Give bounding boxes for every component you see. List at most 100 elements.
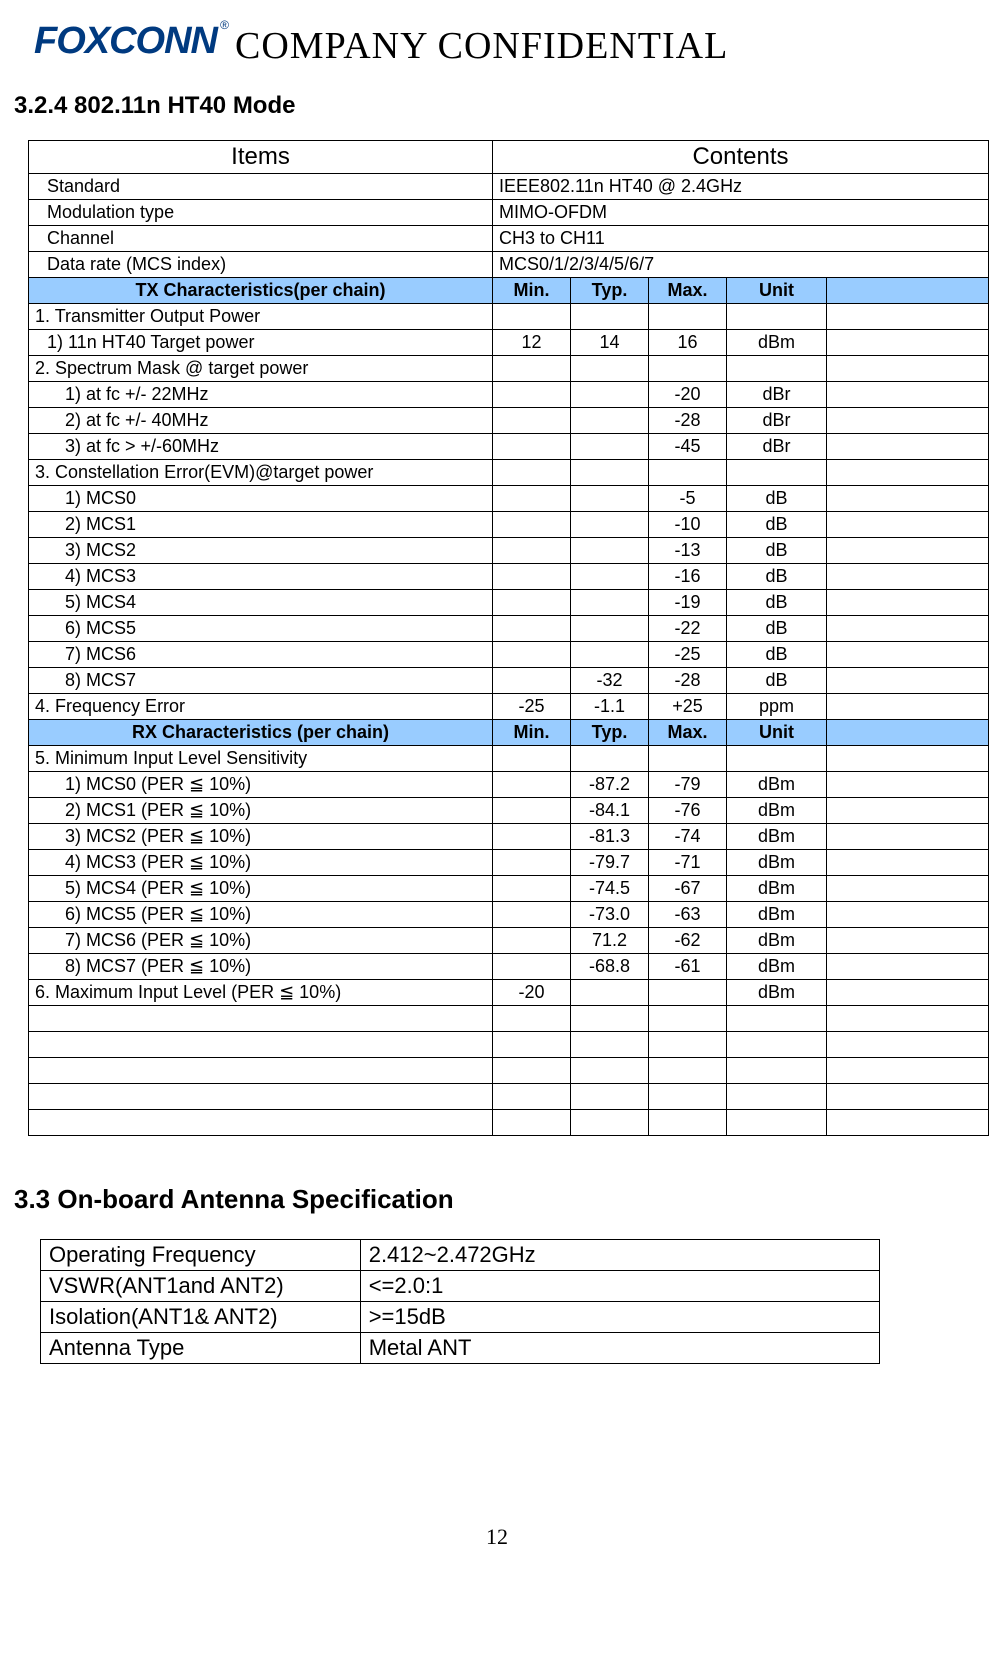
tx-row-typ: -32 <box>571 668 649 694</box>
tx-row-max: -10 <box>649 512 727 538</box>
tx-row-label: 3. Constellation Error(EVM)@target power <box>29 460 493 486</box>
rx-row-unit: dBm <box>727 824 827 850</box>
blank-cell <box>571 1006 649 1032</box>
rx-row-blank <box>827 798 989 824</box>
blank-cell <box>29 1006 493 1032</box>
rx-row-min: -20 <box>493 980 571 1006</box>
blank-cell <box>571 1032 649 1058</box>
tx-row-typ <box>571 382 649 408</box>
rx-row-blank <box>827 876 989 902</box>
tx-row-label: 5) MCS4 <box>29 590 493 616</box>
info-value: MIMO-OFDM <box>493 200 989 226</box>
confidential-label: COMPANY CONFIDENTIAL <box>235 24 728 68</box>
info-label: Data rate (MCS index) <box>29 252 493 278</box>
rx-row-max <box>649 980 727 1006</box>
tx-row-blank <box>827 564 989 590</box>
blank-cell <box>827 1006 989 1032</box>
tx-row-blank <box>827 434 989 460</box>
tx-row-label: 2) at fc +/- 40MHz <box>29 408 493 434</box>
tx-row-typ <box>571 486 649 512</box>
tx-row-unit: dBr <box>727 434 827 460</box>
rx-header-label: RX Characteristics (per chain) <box>29 720 493 746</box>
tx-row-unit: dBm <box>727 330 827 356</box>
rx-row-max: -67 <box>649 876 727 902</box>
rx-row-label: 6) MCS5 (PER ≦ 10%) <box>29 902 493 928</box>
rx-row-max: -74 <box>649 824 727 850</box>
tx-row-blank <box>827 408 989 434</box>
rx-row-blank <box>827 746 989 772</box>
blank-cell <box>571 1058 649 1084</box>
rx-row-blank <box>827 850 989 876</box>
tx-row-label: 6) MCS5 <box>29 616 493 642</box>
rx-row-blank <box>827 772 989 798</box>
tx-row-blank <box>827 382 989 408</box>
tx-row-max <box>649 304 727 330</box>
tx-row-min <box>493 538 571 564</box>
tx-row-min <box>493 486 571 512</box>
tx-row-max: -16 <box>649 564 727 590</box>
page-header: FOXCONN ® COMPANY CONFIDENTIAL <box>10 20 984 68</box>
tx-row-max: +25 <box>649 694 727 720</box>
blank-cell <box>649 1084 727 1110</box>
tx-row-min <box>493 642 571 668</box>
tx-header-typ: Typ. <box>571 278 649 304</box>
tx-header-blank <box>827 278 989 304</box>
tx-row-max: -20 <box>649 382 727 408</box>
spec-table: ItemsContentsStandardIEEE802.11n HT40 @ … <box>28 140 989 1136</box>
rx-row-blank <box>827 902 989 928</box>
tx-row-blank <box>827 668 989 694</box>
tx-header-max: Max. <box>649 278 727 304</box>
tx-row-min <box>493 590 571 616</box>
tx-row-unit <box>727 304 827 330</box>
tx-row-blank <box>827 616 989 642</box>
blank-cell <box>493 1058 571 1084</box>
blank-cell <box>649 1110 727 1136</box>
tx-row-blank <box>827 694 989 720</box>
tx-row-max: -28 <box>649 408 727 434</box>
rx-row-typ: -73.0 <box>571 902 649 928</box>
rx-row-label: 5. Minimum Input Level Sensitivity <box>29 746 493 772</box>
page-number: 12 <box>10 1524 984 1550</box>
tx-row-unit: dB <box>727 538 827 564</box>
rx-row-typ: -74.5 <box>571 876 649 902</box>
rx-row-typ <box>571 980 649 1006</box>
rx-header-typ: Typ. <box>571 720 649 746</box>
info-label: Standard <box>29 174 493 200</box>
rx-row-max: -79 <box>649 772 727 798</box>
rx-row-label: 6. Maximum Input Level (PER ≦ 10%) <box>29 980 493 1006</box>
rx-row-unit: dBm <box>727 928 827 954</box>
tx-row-min <box>493 564 571 590</box>
tx-row-blank <box>827 512 989 538</box>
tx-row-label: 8) MCS7 <box>29 668 493 694</box>
info-value: MCS0/1/2/3/4/5/6/7 <box>493 252 989 278</box>
tx-row-typ <box>571 408 649 434</box>
antenna-label: Antenna Type <box>41 1333 361 1364</box>
antenna-value: <=2.0:1 <box>360 1271 879 1302</box>
rx-row-unit <box>727 746 827 772</box>
rx-row-unit: dBm <box>727 850 827 876</box>
blank-cell <box>29 1110 493 1136</box>
tx-row-typ <box>571 538 649 564</box>
rx-row-max: -76 <box>649 798 727 824</box>
blank-cell <box>649 1006 727 1032</box>
tx-row-min <box>493 668 571 694</box>
tx-row-unit: dB <box>727 616 827 642</box>
rx-header-min: Min. <box>493 720 571 746</box>
tx-row-unit: dB <box>727 642 827 668</box>
blank-cell <box>29 1058 493 1084</box>
contents-header: Contents <box>493 141 989 174</box>
tx-row-min <box>493 304 571 330</box>
tx-row-max: -25 <box>649 642 727 668</box>
rx-row-unit: dBm <box>727 954 827 980</box>
antenna-label: VSWR(ANT1and ANT2) <box>41 1271 361 1302</box>
blank-cell <box>649 1058 727 1084</box>
blank-cell <box>727 1006 827 1032</box>
tx-row-min <box>493 382 571 408</box>
tx-row-unit: dB <box>727 486 827 512</box>
tx-row-typ <box>571 616 649 642</box>
tx-row-unit: ppm <box>727 694 827 720</box>
tx-row-max <box>649 460 727 486</box>
blank-cell <box>827 1110 989 1136</box>
blank-cell <box>727 1110 827 1136</box>
items-header: Items <box>29 141 493 174</box>
